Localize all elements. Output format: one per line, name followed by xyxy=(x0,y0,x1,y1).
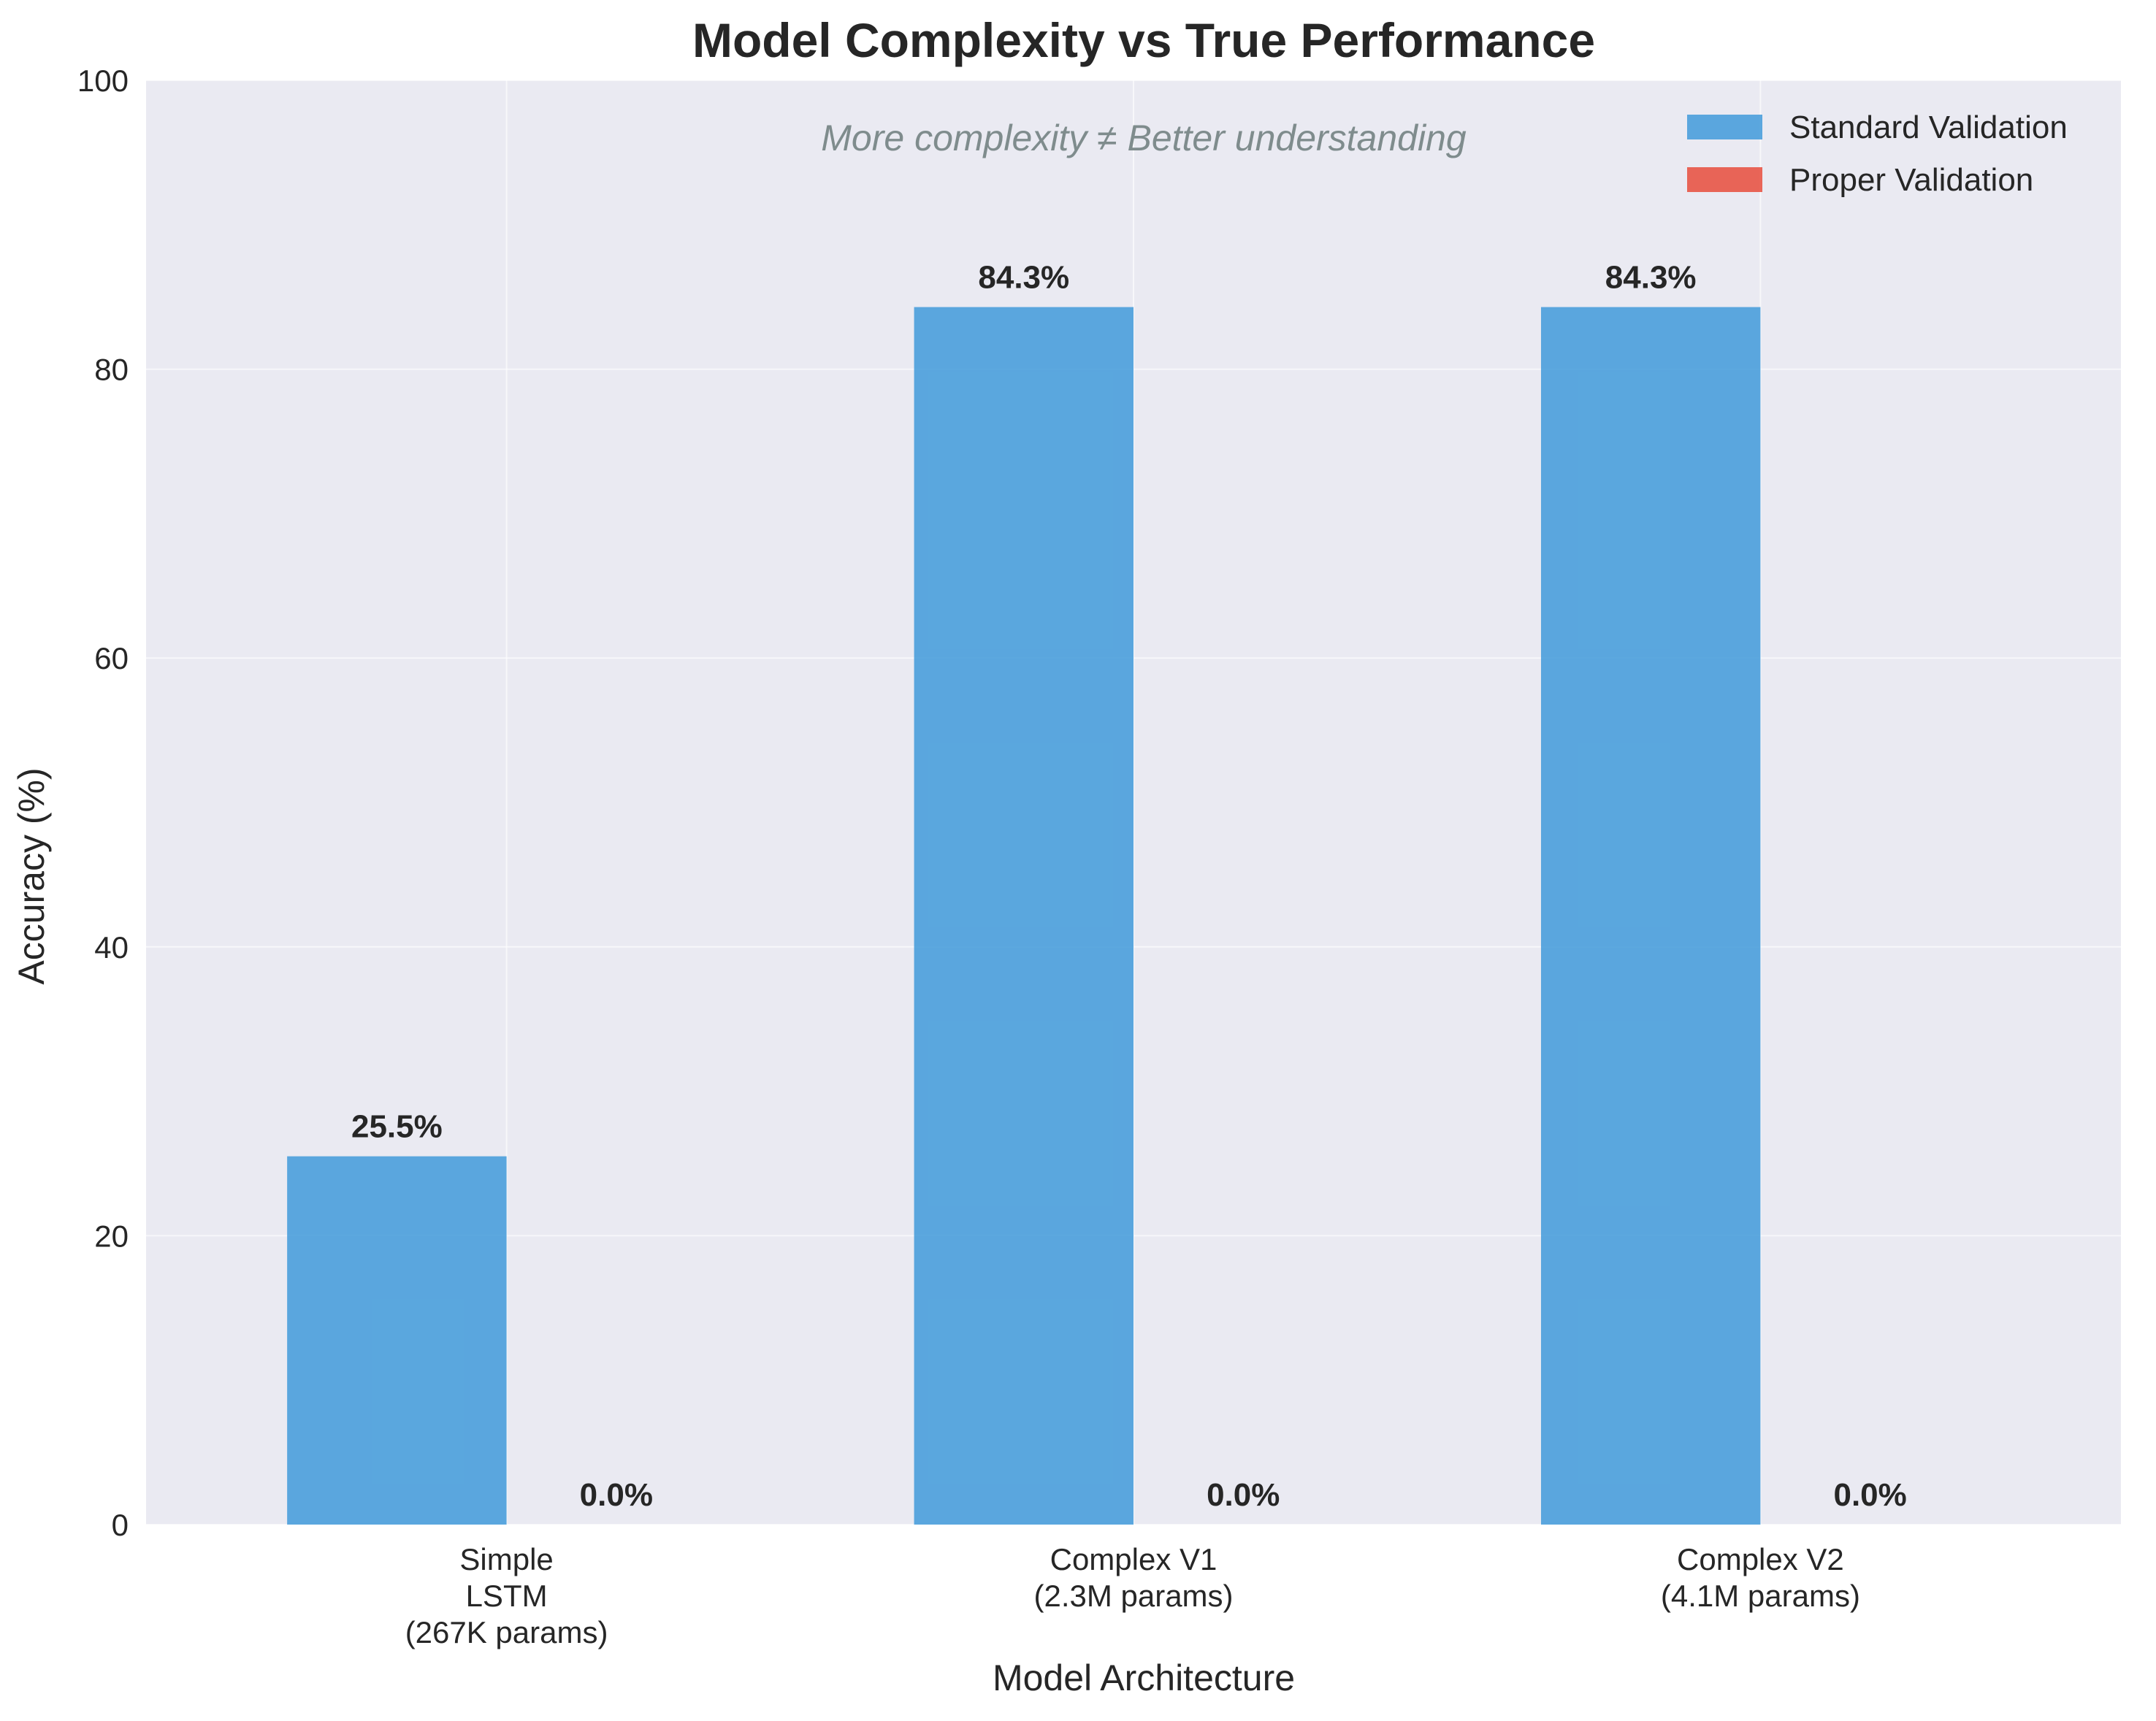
bar-value-labels: 25.5% 84.3% 84.3% 0.0% 0.0% 0.0% xyxy=(351,260,1907,1513)
bar-value-label: 0.0% xyxy=(1207,1477,1280,1513)
bar-standard-validation-1 xyxy=(914,307,1134,1525)
bars xyxy=(287,307,1761,1525)
y-axis-ticks: 0 20 40 60 80 100 xyxy=(77,64,129,1542)
x-tick-label-line: LSTM xyxy=(466,1579,548,1613)
bar-value-label: 0.0% xyxy=(1833,1477,1906,1513)
bar-value-label: 25.5% xyxy=(351,1109,443,1145)
legend-label-proper-validation: Proper Validation xyxy=(1789,162,2033,198)
x-tick-label-line: (4.1M params) xyxy=(1661,1579,1860,1613)
chart-title: Model Complexity vs True Performance xyxy=(692,13,1595,67)
bar-standard-validation-0 xyxy=(287,1156,507,1525)
y-tick-label: 0 xyxy=(112,1508,129,1542)
x-tick-label-line: Simple xyxy=(459,1542,553,1576)
y-tick-label: 60 xyxy=(94,641,129,675)
y-tick-label: 20 xyxy=(94,1219,129,1253)
legend-swatch-standard-validation xyxy=(1687,115,1762,139)
bar-value-label: 84.3% xyxy=(978,260,1069,296)
y-axis-label: Accuracy (%) xyxy=(11,767,52,984)
legend: Standard Validation Proper Validation xyxy=(1687,110,2068,198)
y-tick-label: 80 xyxy=(94,353,129,387)
x-tick-label-line: (2.3M params) xyxy=(1033,1579,1233,1613)
x-axis-label: Model Architecture xyxy=(993,1657,1295,1698)
chart-annotation: More complexity ≠ Better understanding xyxy=(821,118,1467,158)
x-tick-label: Complex V1 (2.3M params) xyxy=(1033,1542,1233,1613)
y-tick-label: 100 xyxy=(77,64,129,98)
y-tick-label: 40 xyxy=(94,930,129,965)
x-tick-label: Simple LSTM (267K params) xyxy=(405,1542,608,1649)
bar-standard-validation-2 xyxy=(1540,307,1761,1525)
x-tick-label-line: Complex V2 xyxy=(1677,1542,1844,1576)
bar-value-label: 0.0% xyxy=(580,1477,653,1513)
x-tick-label: Complex V2 (4.1M params) xyxy=(1661,1542,1860,1613)
x-tick-label-line: (267K params) xyxy=(405,1615,608,1649)
legend-label-standard-validation: Standard Validation xyxy=(1789,110,2068,145)
x-tick-label-line: Complex V1 xyxy=(1050,1542,1217,1576)
legend-swatch-proper-validation xyxy=(1687,167,1762,192)
bar-value-label: 84.3% xyxy=(1605,260,1697,296)
x-axis-ticks: Simple LSTM (267K params) Complex V1 (2.3M p… xyxy=(405,1542,1860,1649)
